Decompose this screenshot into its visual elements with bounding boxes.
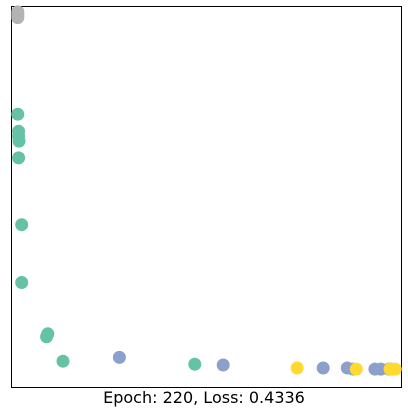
scatter-point [11,107,25,121]
scatter-point [12,134,26,148]
scatter-point [349,362,363,376]
scatter-point [112,350,126,364]
scatter-point [12,151,26,165]
scatter-point [316,361,330,375]
scatter-point [388,362,402,376]
scatter-point [216,358,230,372]
scatter-point [40,330,54,344]
scatter-point [11,11,25,25]
plot-frame [11,6,402,388]
scatter-point [290,361,304,375]
epoch-loss-caption: Epoch: 220, Loss: 0.4336 [103,388,305,407]
data-points [11,5,402,376]
scatter-point [15,276,29,289]
scatter-point [188,357,202,371]
scatter-point [56,354,70,368]
scatter-point [15,218,29,232]
scatter-plot [11,5,402,388]
